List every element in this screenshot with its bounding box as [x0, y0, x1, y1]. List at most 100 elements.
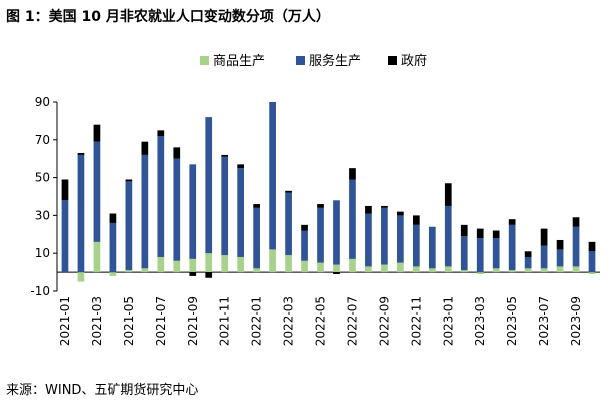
legend-swatch-services	[296, 56, 305, 65]
bar-government-2022-09	[381, 205, 388, 208]
bar-goods-2023-09	[572, 266, 580, 273]
bar-services-2023-02	[460, 236, 468, 271]
bar-goods-2021-12	[237, 256, 245, 273]
bar-government-2023-06	[524, 251, 532, 257]
bar-government-2021-06	[141, 141, 149, 155]
bar-services-2022-07	[349, 179, 356, 259]
legend-label-government: 政府	[401, 54, 427, 69]
bar-goods-2021-05	[125, 270, 133, 273]
bar-services-2021-02	[77, 154, 85, 273]
x-tick-label: 2022-11	[409, 296, 423, 346]
bar-goods-2023-01	[444, 266, 452, 273]
bar-goods-2021-08	[173, 260, 181, 273]
legend-label-services: 服务生产	[309, 53, 361, 69]
bar-government-2023-04	[492, 230, 500, 239]
bar-services-2021-01	[61, 200, 69, 273]
bar-services-2021-10	[205, 117, 213, 254]
bar-government-2021-05	[125, 179, 133, 182]
bar-goods-2022-12	[428, 268, 436, 273]
bar-services-2023-08	[556, 249, 564, 267]
bar-services-2022-01	[253, 207, 260, 269]
bar-goods-2021-07	[157, 256, 165, 273]
x-tick-label: 2021-11	[218, 296, 232, 346]
bar-goods-2022-10	[397, 262, 404, 273]
bar-services-2022-08	[365, 213, 372, 267]
bar-services-2022-02	[269, 102, 276, 250]
bar-goods-2021-10	[205, 253, 213, 273]
chart-title: 图 1：美国 10 月非农就业人口变动数分项（万人）	[6, 9, 330, 25]
bar-services-2023-07	[540, 245, 548, 269]
bar-goods-2021-02	[77, 272, 85, 282]
bar-goods-2023-02	[460, 270, 468, 273]
x-tick-label: 2023-07	[537, 296, 551, 346]
x-tick-label: 2021-07	[154, 296, 168, 346]
legend-label-goods: 商品生产	[213, 54, 265, 69]
bar-government-2021-12	[237, 164, 245, 169]
bar-goods-2023-07	[540, 268, 548, 273]
bar-services-2021-03	[93, 141, 101, 242]
bar-government-2022-11	[412, 215, 420, 225]
y-tick-label: 50	[35, 171, 50, 185]
bar-government-2023-07	[540, 228, 548, 246]
bar-goods-2023-10	[588, 272, 596, 274]
bar-services-2023-10	[588, 251, 596, 273]
bar-goods-2022-01	[253, 268, 260, 273]
bar-goods-2021-04	[109, 272, 117, 276]
bar-government-2023-05	[508, 219, 516, 225]
bar-government-2023-10	[588, 241, 596, 252]
bar-goods-2023-04	[492, 268, 500, 273]
bar-government-2021-10	[205, 272, 213, 278]
x-tick-label: 2021-09	[186, 296, 200, 346]
bar-goods-2023-03	[476, 272, 484, 274]
bar-goods-2022-07	[349, 258, 356, 273]
y-tick-label: 90	[35, 95, 50, 109]
bar-government-2021-07	[157, 130, 165, 137]
bar-government-2021-09	[189, 272, 197, 276]
x-tick-label: 2022-09	[377, 296, 391, 346]
bar-goods-2021-09	[189, 258, 197, 273]
bar-goods-2023-06	[524, 268, 532, 273]
x-tick-label: 2022-01	[250, 296, 264, 346]
bar-services-2021-06	[141, 154, 149, 269]
bar-goods-2023-05	[508, 270, 516, 273]
bar-services-2021-09	[189, 164, 197, 259]
bar-government-2023-09	[572, 217, 580, 227]
bar-government-2022-01	[253, 204, 260, 208]
bar-goods-2022-04	[301, 260, 308, 273]
bar-services-2023-03	[476, 238, 484, 273]
bar-government-2021-08	[173, 147, 181, 159]
y-tick-label: 70	[35, 133, 50, 147]
bar-goods-2022-03	[285, 255, 292, 273]
bar-government-2021-01	[61, 179, 69, 201]
bar-government-2023-08	[556, 239, 564, 250]
bar-goods-2022-02	[269, 249, 276, 273]
bar-government-2023-01	[444, 183, 452, 206]
bar-services-2022-11	[412, 224, 420, 267]
x-tick-label: 2022-03	[282, 296, 296, 346]
bar-government-2022-08	[365, 205, 372, 214]
bar-services-2023-06	[524, 256, 532, 269]
x-tick-label: 2021-01	[58, 296, 72, 346]
bar-government-2022-05	[317, 204, 324, 208]
bar-government-2021-02	[77, 153, 85, 155]
bar-services-2021-08	[173, 158, 181, 261]
bar-government-2021-04	[109, 213, 117, 223]
bar-goods-2022-08	[365, 266, 372, 273]
bar-goods-2021-06	[141, 268, 149, 273]
bar-services-2022-03	[285, 192, 292, 256]
x-tick-label: 2023-09	[569, 296, 583, 346]
x-tick-label: 2023-05	[505, 296, 519, 346]
bar-government-2023-03	[476, 228, 484, 239]
x-tick-label: 2021-05	[122, 296, 136, 346]
bar-services-2022-06	[333, 200, 340, 265]
bar-goods-2023-08	[556, 266, 564, 273]
x-tick-label: 2021-03	[90, 296, 104, 346]
bar-services-2023-01	[444, 205, 452, 267]
x-tick-label: 2022-07	[345, 296, 359, 346]
bar-services-2023-05	[508, 224, 516, 271]
bar-services-2021-07	[157, 136, 165, 257]
bar-government-2022-07	[349, 168, 356, 180]
bar-government-2022-04	[301, 224, 308, 231]
bar-services-2021-05	[125, 181, 133, 271]
